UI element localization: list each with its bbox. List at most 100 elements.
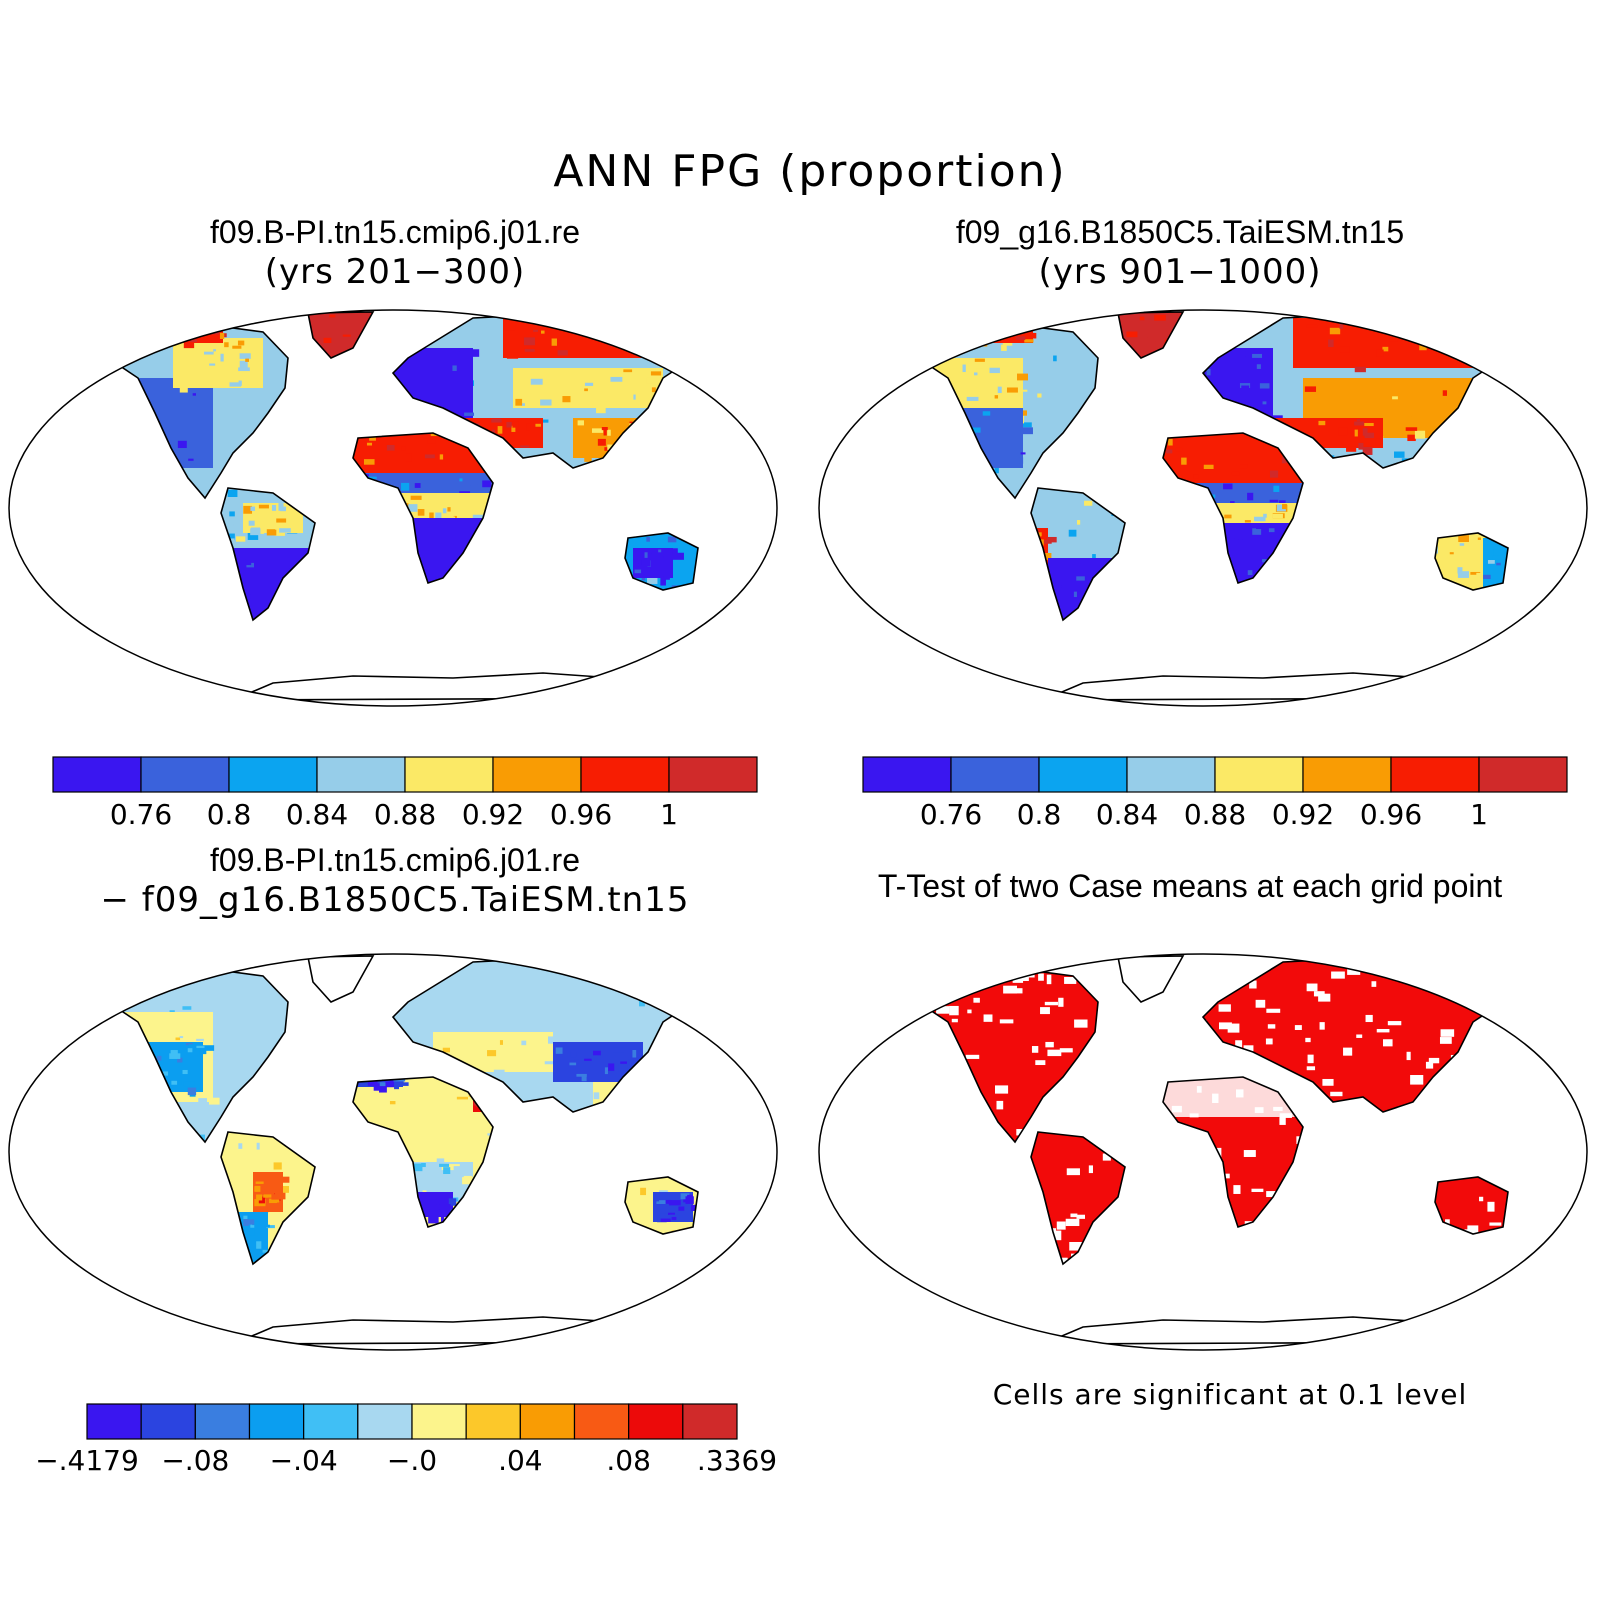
colorbar-swatch	[492, 756, 582, 793]
map-difference	[70, 955, 699, 1345]
field-europeAsia	[593, 1082, 661, 1112]
colorbar-swatch	[682, 1403, 738, 1440]
panel3-title: f09.B-PI.tn15.cmip6.j01.re	[210, 842, 580, 878]
panel4-title: T-Test of two Case means at each grid po…	[877, 868, 1503, 904]
colorbar-swatch	[628, 1403, 684, 1440]
panel2-title: f09_g16.B1850C5.TaiESM.tn15	[955, 214, 1405, 250]
coastline-antarctica	[1042, 672, 1504, 701]
colorbar-tick-label: 0.88	[373, 798, 437, 831]
colorbar-swatch	[1214, 756, 1304, 793]
map-border	[8, 953, 778, 1351]
colorbar-tick-label: 0.92	[461, 798, 525, 831]
field-africa	[393, 518, 493, 583]
colorbar-swatch	[86, 1403, 142, 1440]
coastline-antarctica	[232, 672, 694, 701]
map-case2	[880, 311, 1509, 701]
panel2-subtitle: (yrs 901−1000)	[1038, 252, 1322, 292]
field-africa	[1163, 433, 1303, 484]
field-europeAsia	[573, 418, 650, 462]
coastline-australia	[624, 1176, 699, 1235]
coastline-africa	[352, 432, 494, 585]
coastline-australia	[1434, 1176, 1509, 1235]
colorbar-swatch	[316, 756, 406, 793]
colorbar-swatch	[194, 1403, 251, 1440]
colorbar-panel3	[86, 1403, 738, 1440]
colorbar-tick-label: 0.8	[206, 798, 252, 831]
colorbar-tick-label: −.4179	[35, 1444, 139, 1477]
field-africa	[353, 473, 493, 497]
colorbar-swatch	[1038, 756, 1128, 793]
map-border	[8, 309, 778, 707]
colorbar-tick-label: 0.84	[1095, 798, 1159, 831]
colorbar-tick-label: 0.84	[285, 798, 349, 831]
colorbar-tick-label: .08	[606, 1444, 651, 1477]
colorbar-swatch	[404, 756, 494, 793]
panel1-title: f09.B-PI.tn15.cmip6.j01.re	[210, 214, 580, 250]
colorbar-tick-label: −.08	[161, 1444, 230, 1477]
field-europeAsia	[433, 1032, 560, 1076]
coastline-northAmerica	[880, 967, 1099, 1144]
field-southAmerica	[1048, 558, 1119, 620]
field-australia	[653, 1192, 698, 1223]
colorbar-tick-label: .3369	[696, 1444, 778, 1477]
coastline-southAmerica	[1030, 1131, 1126, 1266]
field-greenland	[308, 312, 373, 358]
field-northAmerica	[943, 408, 1033, 474]
colorbar-tick-label: 1	[660, 798, 678, 831]
panel3-subtitle: − f09_g16.B1850C5.TaiESM.tn15	[100, 880, 690, 920]
colorbar-swatch	[1126, 756, 1216, 793]
coastline-southAmerica	[220, 487, 316, 622]
coastline-greenland	[1117, 311, 1185, 359]
figure-title: ANN FPG (proportion)	[553, 146, 1067, 197]
coastline-africa	[1162, 1076, 1304, 1229]
map-ttest	[880, 955, 1509, 1345]
coastline-southAmerica	[220, 1131, 316, 1266]
field-australia	[1435, 533, 1508, 590]
coastline-northAmerica	[70, 967, 289, 1144]
colorbar-swatch	[862, 756, 952, 793]
coastline-antarctica	[232, 1316, 694, 1345]
colorbar-tick-label: 0.88	[1183, 798, 1247, 831]
coastline-greenland	[307, 955, 375, 1003]
colorbar-swatch	[1390, 756, 1480, 793]
colorbar-swatch	[519, 1403, 576, 1440]
panel1-subtitle: (yrs 201−300)	[264, 252, 526, 292]
coastline-australia	[1434, 532, 1509, 591]
coastline-africa	[1162, 432, 1304, 585]
colorbar-swatch	[248, 1403, 305, 1440]
map-border	[818, 953, 1588, 1351]
map-border	[818, 309, 1588, 707]
colorbar-tick-label: −.0	[386, 1444, 438, 1477]
coastline-greenland	[1117, 955, 1185, 1003]
field-africa	[1213, 523, 1303, 583]
colorbar-tick-label: 1	[1470, 798, 1488, 831]
colorbar-swatch	[580, 756, 670, 793]
field-europeAsia	[553, 1042, 650, 1082]
colorbar-panel1	[52, 756, 758, 793]
field-northAmerica	[143, 1042, 215, 1097]
colorbar-swatch	[357, 1403, 413, 1440]
colorbar-swatch	[950, 756, 1040, 793]
coastline-antarctica	[1042, 1316, 1504, 1345]
field-europeAsia	[1293, 318, 1503, 373]
colorbar-swatch	[411, 1403, 467, 1440]
colorbar-swatch	[52, 756, 142, 793]
colorbar-swatch	[303, 1403, 359, 1440]
colorbar-swatch	[140, 1403, 196, 1440]
colorbar-tick-label: .04	[498, 1444, 543, 1477]
field-europeAsia	[513, 368, 666, 414]
coastline-northAmerica	[70, 323, 289, 500]
colorbar-swatch	[140, 756, 230, 793]
colorbar-swatch	[1302, 756, 1392, 793]
colorbar-swatch	[1478, 756, 1568, 793]
coastline-greenland	[307, 311, 375, 359]
colorbar-tick-label: 0.92	[1271, 798, 1335, 831]
field-europeAsia	[1263, 418, 1383, 455]
colorbar-swatch	[465, 1403, 521, 1440]
colorbar-tick-label: 0.76	[919, 798, 983, 831]
colorbar-tick-label: 0.8	[1016, 798, 1062, 831]
coastline-southAmerica	[1030, 487, 1126, 622]
coastline-australia	[624, 532, 699, 591]
field-southAmerica	[253, 1172, 290, 1213]
field-australia	[633, 548, 684, 586]
